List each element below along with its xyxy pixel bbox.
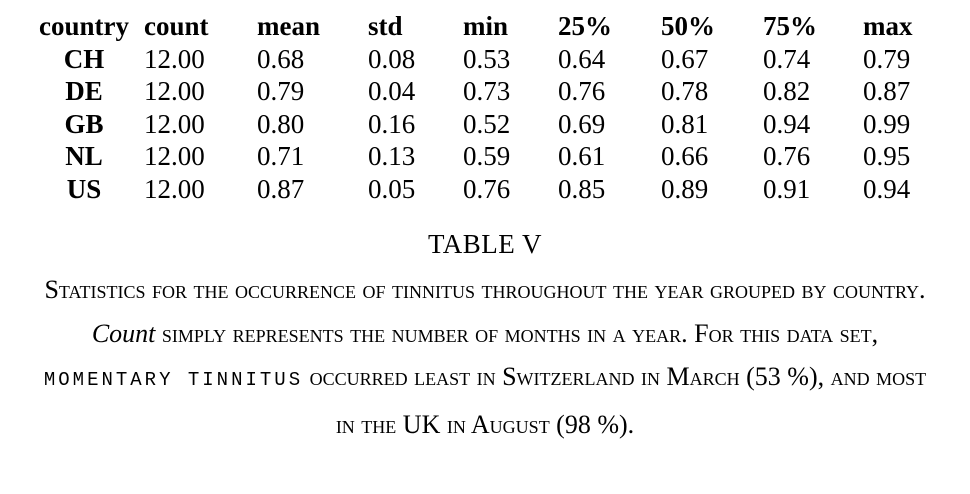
cell-50-percent: 0.89: [661, 173, 709, 204]
cell-75-percent: 0.94: [763, 108, 811, 139]
header-mean: mean: [257, 11, 320, 41]
cell-50-percent: 0.66: [661, 141, 709, 171]
cell-country: NL: [65, 141, 103, 171]
cell-50-percent: 0.67: [661, 43, 709, 74]
cell-75-percent: 0.74: [763, 43, 811, 74]
table-caption: Statistics for the occurrence of tinnitu…: [40, 268, 930, 446]
cell-max: 0.99: [863, 108, 911, 139]
cell-max: 0.95: [863, 141, 911, 171]
cell-25-percent: 0.69: [558, 108, 606, 139]
table-row: DE 12.00 0.79 0.04 0.73 0.76 0.78 0.82 0…: [24, 75, 954, 108]
cell-25-percent: 0.76: [558, 76, 606, 106]
caption-text: Statistics for the occurrence of tinnitu…: [44, 275, 926, 304]
caption-text: occurred least in Switzerland in March (…: [303, 362, 927, 439]
cell-min: 0.53: [463, 43, 511, 74]
cell-75-percent: 0.76: [763, 141, 811, 171]
header-25-percent: 25%: [558, 11, 612, 41]
cell-25-percent: 0.85: [558, 173, 606, 204]
cell-country: DE: [65, 76, 103, 106]
cell-max: 0.79: [863, 43, 911, 74]
cell-50-percent: 0.81: [661, 108, 709, 139]
table-row: NL 12.00 0.71 0.13 0.59 0.61 0.66 0.76 0…: [24, 140, 954, 173]
header-count: count: [144, 11, 209, 41]
cell-mean: 0.68: [257, 43, 305, 74]
cell-25-percent: 0.61: [558, 141, 606, 171]
cell-mean: 0.80: [257, 108, 305, 139]
header-75-percent: 75%: [763, 11, 817, 41]
cell-country: CH: [63, 43, 105, 74]
statistics-table: country count mean std min 25% 50% 75% m…: [24, 10, 954, 205]
table-row: US 12.00 0.87 0.05 0.76 0.85 0.89 0.91 0…: [24, 173, 954, 206]
table-label: TABLE V: [427, 229, 543, 259]
cell-country: GB: [64, 108, 104, 139]
cell-count: 12.00: [144, 141, 205, 171]
cell-mean: 0.79: [257, 76, 305, 106]
cell-min: 0.52: [463, 108, 511, 139]
cell-country: US: [66, 173, 102, 204]
cell-75-percent: 0.91: [763, 173, 811, 204]
cell-min: 0.76: [463, 173, 511, 204]
cell-std: 0.04: [368, 76, 416, 106]
cell-count: 12.00: [144, 173, 205, 204]
cell-std: 0.05: [368, 173, 416, 204]
header-std: std: [368, 11, 403, 41]
cell-count: 12.00: [144, 76, 205, 106]
cell-min: 0.59: [463, 141, 511, 171]
cell-75-percent: 0.82: [763, 76, 811, 106]
cell-max: 0.94: [863, 173, 911, 204]
cell-50-percent: 0.78: [661, 76, 709, 106]
header-50-percent: 50%: [661, 11, 715, 41]
table-header-row: country count mean std min 25% 50% 75% m…: [24, 10, 954, 43]
caption-emphasis: Count: [91, 318, 156, 348]
cell-25-percent: 0.64: [558, 43, 606, 74]
cell-std: 0.16: [368, 108, 416, 139]
cell-std: 0.08: [368, 43, 416, 74]
header-max: max: [863, 11, 913, 41]
cell-count: 12.00: [144, 108, 205, 139]
header-country: country: [39, 11, 129, 41]
table-row: CH 12.00 0.68 0.08 0.53 0.64 0.67 0.74 0…: [24, 43, 954, 76]
cell-count: 12.00: [144, 43, 205, 74]
table-row: GB 12.00 0.80 0.16 0.52 0.69 0.81 0.94 0…: [24, 108, 954, 141]
cell-min: 0.73: [463, 76, 511, 106]
cell-max: 0.87: [863, 76, 911, 106]
header-min: min: [463, 11, 509, 41]
cell-mean: 0.71: [257, 141, 305, 171]
caption-text: simply represents the number of months i…: [155, 318, 879, 348]
cell-mean: 0.87: [257, 173, 305, 204]
caption-monospace-term: momentary tinnitus: [43, 369, 304, 391]
cell-std: 0.13: [368, 141, 416, 171]
